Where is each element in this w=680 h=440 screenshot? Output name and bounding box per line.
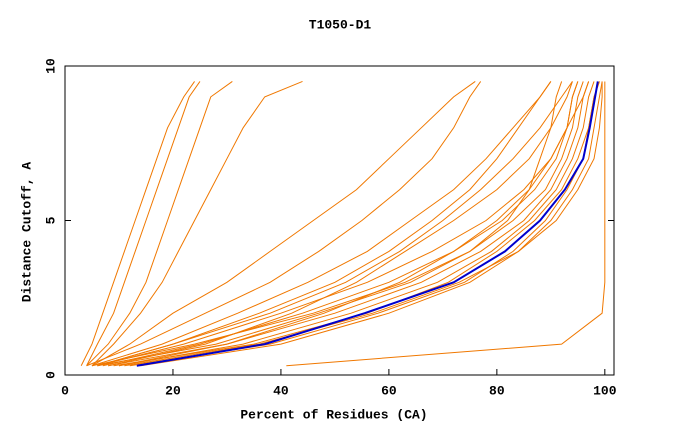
x-tick-label: 60 bbox=[381, 383, 397, 398]
y-tick-label: 5 bbox=[43, 216, 58, 224]
gdt-curve bbox=[97, 81, 584, 367]
chart-title: T1050-D1 bbox=[309, 17, 372, 32]
x-tick-label: 100 bbox=[593, 383, 617, 398]
gdt-curve bbox=[286, 81, 606, 367]
plot-frame bbox=[64, 65, 615, 376]
gdt-curve bbox=[129, 81, 600, 367]
gdt-curve bbox=[118, 81, 595, 367]
gdt-curve bbox=[91, 81, 476, 367]
gdt-curve bbox=[97, 81, 573, 367]
gdt-curve bbox=[86, 81, 233, 367]
y-tick-label: 10 bbox=[43, 58, 58, 74]
gdt-curve bbox=[91, 80, 303, 367]
gdt-curve bbox=[97, 81, 590, 367]
gdt-curve bbox=[91, 81, 563, 367]
gdt-curve bbox=[124, 81, 603, 367]
x-tick-label: 40 bbox=[273, 383, 289, 398]
gdt-curve bbox=[86, 81, 482, 367]
gdt-curve bbox=[113, 81, 600, 367]
gdt-curve bbox=[91, 81, 552, 367]
gdt-curve bbox=[80, 81, 195, 366]
gdt-curve bbox=[136, 81, 599, 367]
gdt-curve bbox=[102, 81, 579, 367]
gdt-curve bbox=[140, 81, 603, 367]
x-tick-label: 80 bbox=[489, 383, 505, 398]
gdt-curve bbox=[108, 81, 590, 367]
gdt-curve bbox=[108, 81, 573, 367]
gdt-curve bbox=[86, 81, 201, 366]
y-axis-label: Distance Cutoff, A bbox=[19, 162, 34, 303]
x-tick-label: 0 bbox=[61, 383, 69, 398]
x-axis-label: Percent of Residues (CA) bbox=[240, 407, 427, 422]
gdt-curve bbox=[97, 81, 552, 367]
y-tick-label: 0 bbox=[43, 371, 58, 379]
gdt-curve bbox=[118, 81, 579, 367]
x-tick-label: 20 bbox=[165, 383, 181, 398]
